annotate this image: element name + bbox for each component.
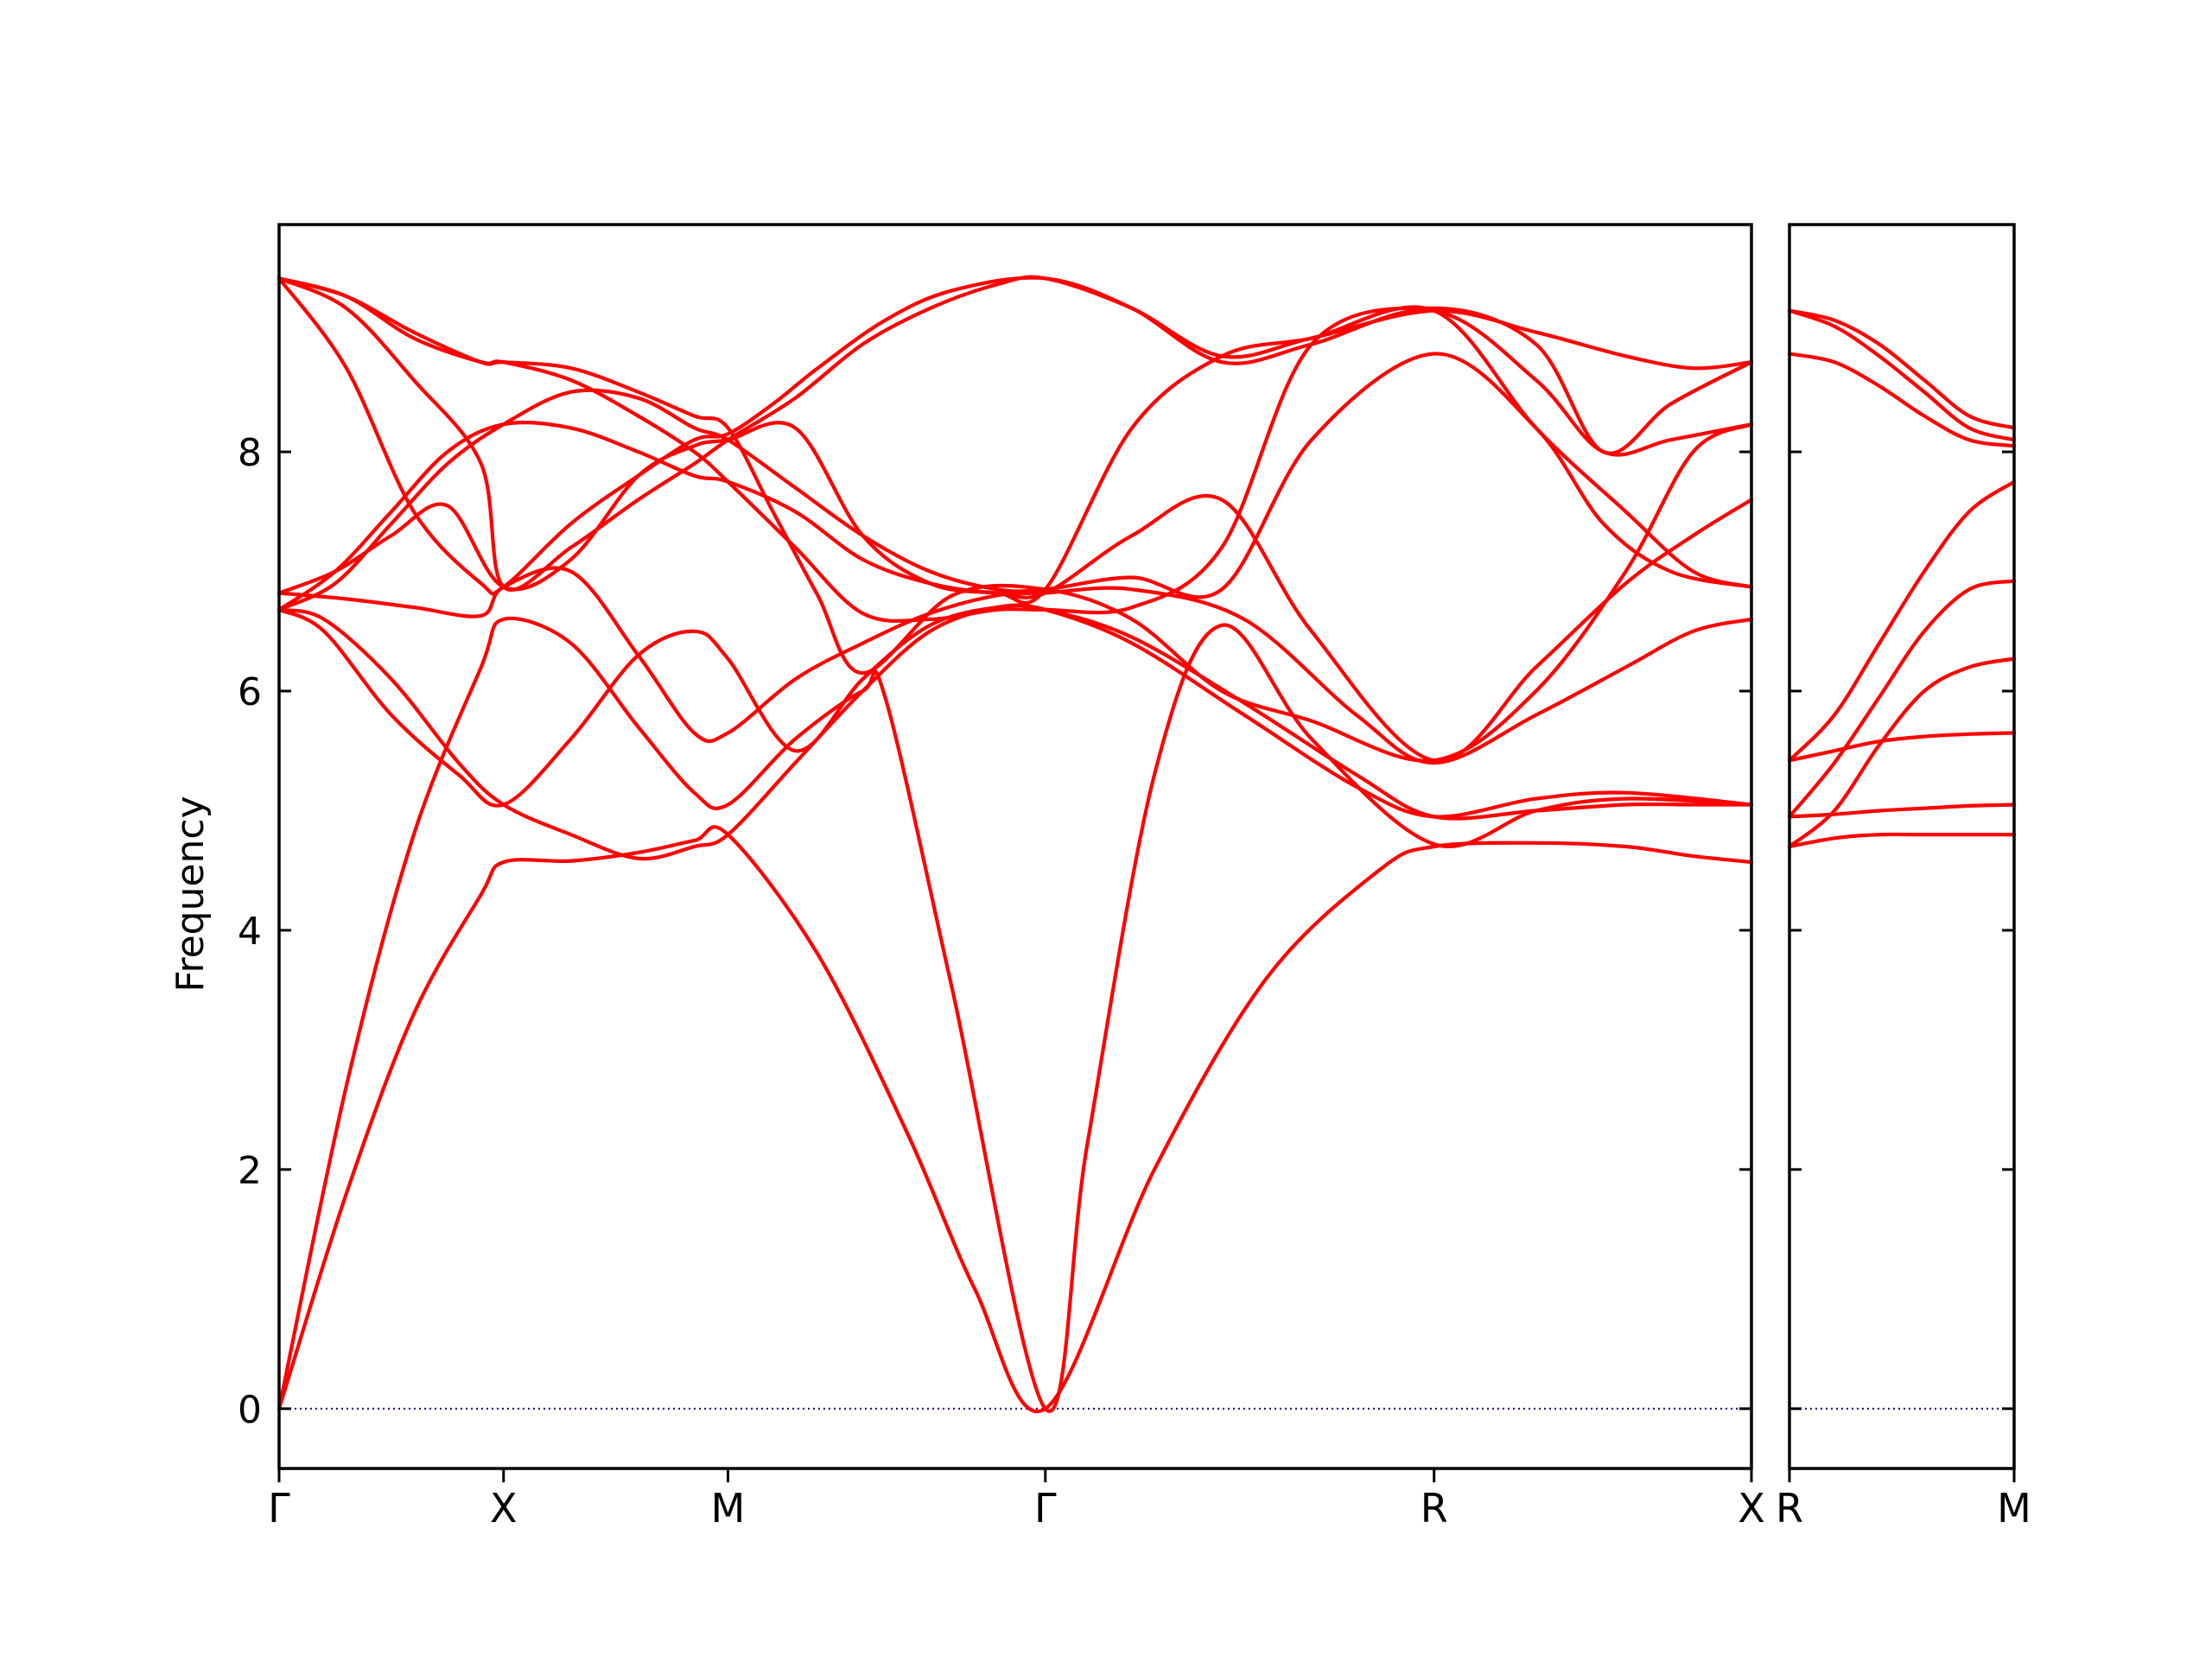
band-right-7 — [1787, 352, 2017, 448]
right-frame — [1788, 223, 2016, 1470]
band-main-2 — [276, 616, 1754, 1413]
main-frame — [277, 223, 1753, 1470]
band-main-4 — [276, 603, 1754, 861]
band-right-5 — [1787, 579, 2017, 819]
y-axis-label: Frequency — [168, 796, 213, 992]
x-tick-label: X — [490, 1485, 518, 1532]
x-tick-label: M — [1997, 1485, 2031, 1532]
y-tick-label: 8 — [238, 431, 262, 475]
band-right-1 — [1787, 832, 2017, 849]
x-tick-label: M — [711, 1485, 746, 1532]
y-tick-label: 2 — [238, 1149, 262, 1193]
band-main-1 — [276, 825, 1754, 1413]
band-main-8 — [276, 275, 1754, 592]
main-panel: 0 2 4 6 8 Γ X M Γ R X — [238, 223, 1765, 1532]
y-tick-label: 4 — [238, 910, 262, 954]
band-main-7 — [276, 352, 1754, 612]
band-main-12 — [276, 276, 1754, 596]
y-tick-label: 6 — [238, 670, 262, 714]
x-tick-label: R — [1776, 1485, 1803, 1532]
band-right-4 — [1787, 657, 2017, 849]
x-tick-label: Γ — [268, 1485, 290, 1532]
band-right-6 — [1787, 479, 2017, 763]
band-right-3 — [1787, 731, 2017, 763]
band-main-11 — [276, 308, 1754, 612]
y-tick-label: 0 — [238, 1388, 262, 1432]
band-right-8 — [1787, 308, 2017, 442]
x-tick-label: R — [1421, 1485, 1448, 1532]
band-right-2 — [1787, 802, 2017, 819]
band-right-9 — [1787, 308, 2017, 430]
x-tick-label: X — [1738, 1485, 1765, 1532]
x-tick-label: Γ — [1034, 1485, 1057, 1532]
band-main-10 — [276, 276, 1754, 763]
band-main-3 — [276, 603, 1754, 819]
